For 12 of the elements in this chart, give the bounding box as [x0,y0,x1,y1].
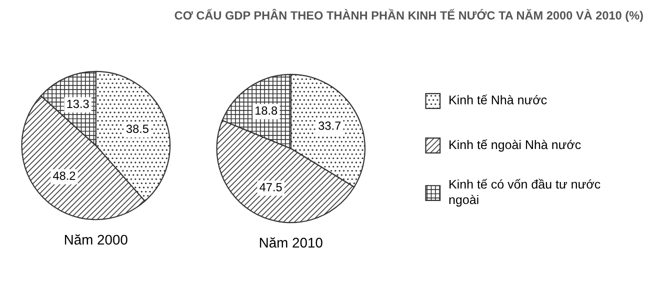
data-label: 18.8 [256,106,278,115]
legend-label: Kinh tế ngoài Nhà nước [450,139,581,152]
legend-label: Kinh tế Nhà nước [450,94,547,104]
text: Năm 2000 [64,234,128,245]
chart-title: CƠ CẤU GDP PHÂN THEO THÀNH PHẦN KINH TẾ NƯỚC TA NĂM 2000 VÀ 2010 (%) [174,8,643,22]
legend-label: Kinh tế có vốn đầu tư nước ngoài [449,178,600,207]
data-label: 38.5 [126,124,148,133]
text: Năm 2010 [260,237,322,248]
data-label: 48.2 [53,172,76,180]
data-label: 47.5 [260,183,282,192]
data-label: 33.7 [318,122,341,130]
data-label: 13.3 [67,100,89,108]
